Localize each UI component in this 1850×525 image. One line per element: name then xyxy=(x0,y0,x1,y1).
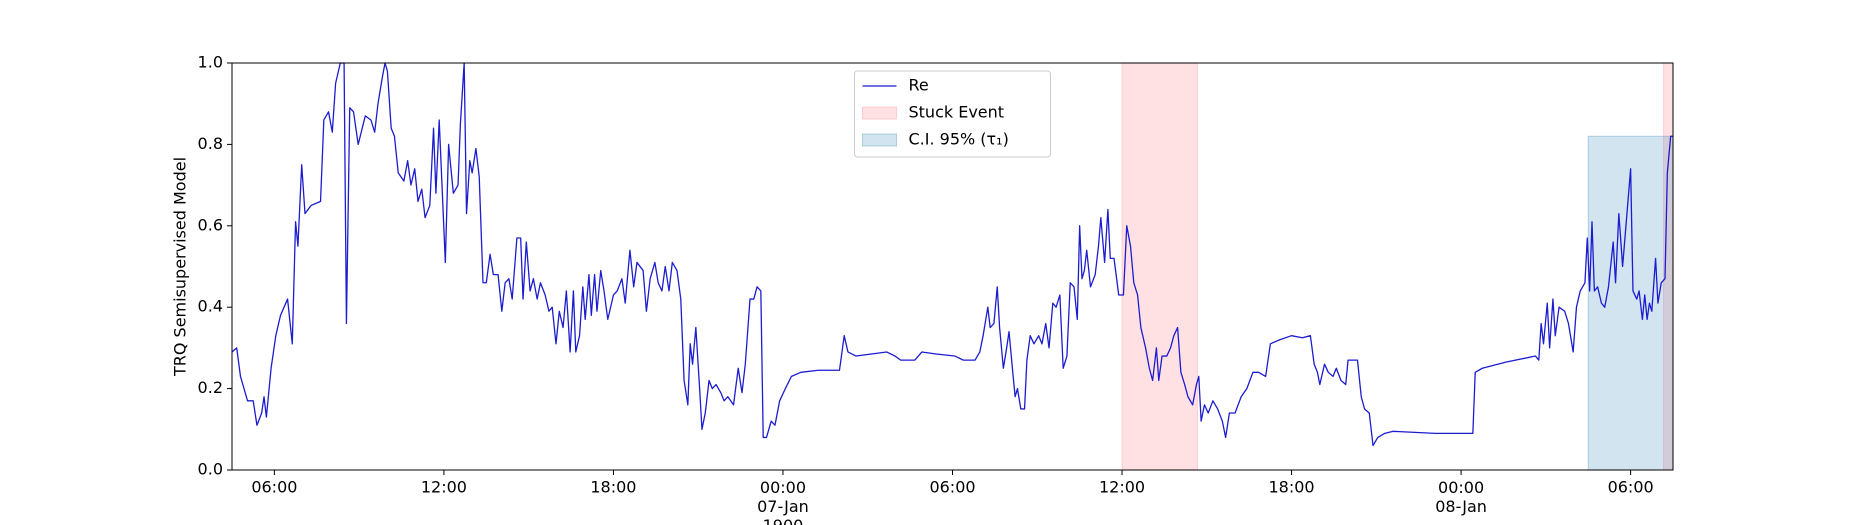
x-tick-label-line: 08-Jan xyxy=(1435,497,1487,516)
x-tick-label-line: 1900 xyxy=(763,516,804,525)
legend-box xyxy=(854,70,1051,158)
x-tick-label: 12:00 xyxy=(421,478,467,497)
legend-band-swatch xyxy=(862,133,897,147)
x-tick-label-line: 00:00 xyxy=(1438,478,1484,497)
y-tick-label: 0.4 xyxy=(198,297,223,316)
x-tick-label-line: 07-Jan xyxy=(757,497,809,516)
y-tick-label: 0.0 xyxy=(198,460,223,479)
y-tick-label: 1.0 xyxy=(198,53,223,72)
x-tick-label: 06:00 xyxy=(929,478,975,497)
y-tick-label: 0.6 xyxy=(198,215,223,234)
stuck-event-span xyxy=(1121,62,1198,471)
legend-stuck-swatch xyxy=(862,106,897,120)
x-tick-label: 00:00 08-Jan xyxy=(1435,478,1487,516)
x-tick-label-line: 00:00 xyxy=(760,478,806,497)
x-tick-label: 18:00 xyxy=(590,478,636,497)
y-axis-label: TRQ Semisupervised Model xyxy=(171,157,190,377)
x-tick-label: 00:00 07-Jan 1900 xyxy=(757,478,809,525)
x-tick-label: 06:00 xyxy=(251,478,297,497)
data-line xyxy=(231,62,1673,447)
x-tick-label: 18:00 xyxy=(1269,478,1315,497)
x-tick-label: 12:00 xyxy=(1099,478,1145,497)
legend-label: C.I. 95% (τ₁) xyxy=(909,130,1009,149)
legend-label: Re xyxy=(909,76,929,95)
x-tick-label: 06:00 xyxy=(1608,478,1654,497)
legend-label: Stuck Event xyxy=(909,103,1005,122)
y-tick-label: 0.2 xyxy=(198,378,223,397)
y-tick-label: 0.8 xyxy=(198,134,223,153)
